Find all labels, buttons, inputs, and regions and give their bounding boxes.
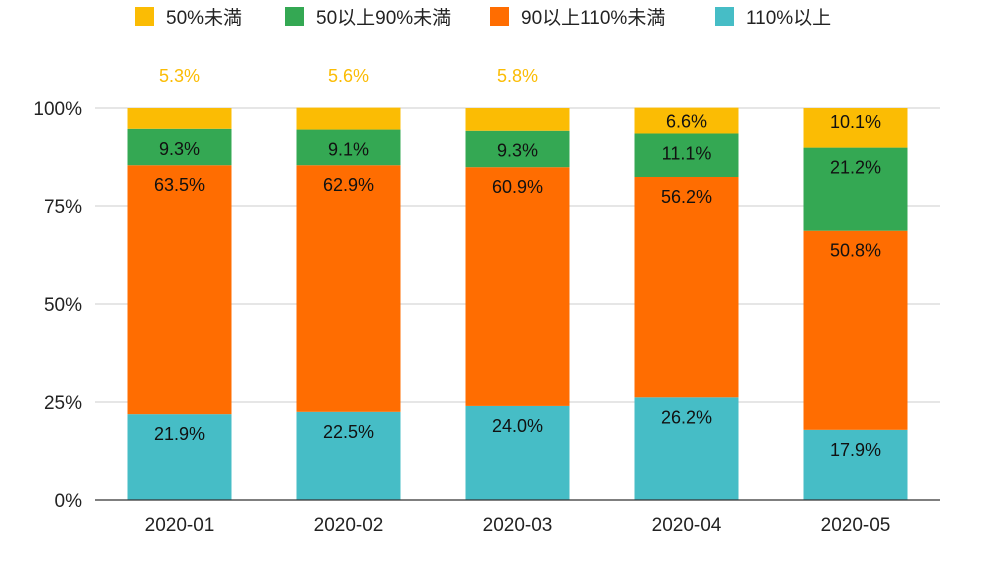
data-label: 5.3% [159,66,200,86]
x-tick-label: 2020-02 [314,515,384,536]
data-label: 11.1% [662,143,712,163]
bar-segment [803,147,908,231]
bar-segment [803,108,908,148]
data-label: 10.1% [830,112,881,132]
data-label: 21.2% [830,158,881,178]
axes: 0% 25% 50% 75% 100% 2020-01 2020-02 2020-03 2020… [33,99,940,536]
bars [127,107,908,500]
bar-segment [465,108,570,131]
bar-segment [296,107,401,130]
data-label: 9.3% [497,141,538,161]
data-label: 60.9% [492,177,543,197]
legend-swatch [490,7,509,26]
x-tick-label: 2020-03 [483,515,553,536]
legend-item: 90以上110%未満 [490,7,665,29]
legend-label: 110%以上 [746,7,831,29]
x-tick-label: 2020-04 [652,515,722,536]
legend-item: 110%以上 [715,7,831,29]
x-tick-label: 2020-05 [821,515,891,536]
bar-segment [465,130,570,168]
legend-label: 50以上90%未満 [316,7,451,29]
y-tick-label: 50% [44,295,82,316]
legend-label: 50%未満 [166,7,242,29]
bar-segment [803,429,908,500]
x-tick-label: 2020-01 [145,515,215,536]
bar-segment [465,167,570,406]
legend: 50%未満 50以上90%未満 90以上110%未満 110%以上 [135,7,831,29]
data-label: 26.2% [661,407,712,427]
bar-segment [127,165,232,415]
data-label: 22.5% [323,422,374,442]
data-label: 9.3% [159,139,200,159]
data-label: 17.9% [830,440,881,460]
y-tick-label: 25% [44,393,82,414]
bar-segment [634,176,739,398]
legend-label: 90以上110%未満 [521,7,665,29]
bar-segment [465,405,570,500]
bar-segment [634,107,739,134]
data-labels: 21.9% 63.5% 9.3% 5.3% 22.5% 62.9% 9.1% 5.6% 24.0… [154,66,881,460]
legend-swatch [285,7,304,26]
bar-segment [634,397,739,500]
bar-segment [634,133,739,177]
legend-swatch [135,7,154,26]
bar-segment [803,230,908,430]
data-label: 21.9% [154,424,205,444]
data-label: 5.6% [328,66,369,86]
bar-segment [127,128,232,166]
data-label: 50.8% [830,241,881,261]
data-label: 63.5% [154,175,205,195]
data-label: 62.9% [323,175,374,195]
data-label: 6.6% [666,112,707,132]
bar-segment [127,108,232,129]
y-tick-label: 0% [55,491,83,512]
bar-segment [296,129,401,166]
legend-item: 50以上90%未満 [285,7,451,29]
bar-segment [127,414,232,500]
data-label: 9.1% [328,140,369,160]
legend-swatch [715,7,734,26]
bar-segment [296,411,401,500]
data-label: 24.0% [492,416,543,436]
data-label: 56.2% [661,187,712,207]
data-label: 5.8% [497,66,538,86]
legend-item: 50%未満 [135,7,242,29]
bar-segment [296,165,401,412]
y-tick-label: 75% [44,197,82,218]
y-tick-label: 100% [33,99,82,120]
